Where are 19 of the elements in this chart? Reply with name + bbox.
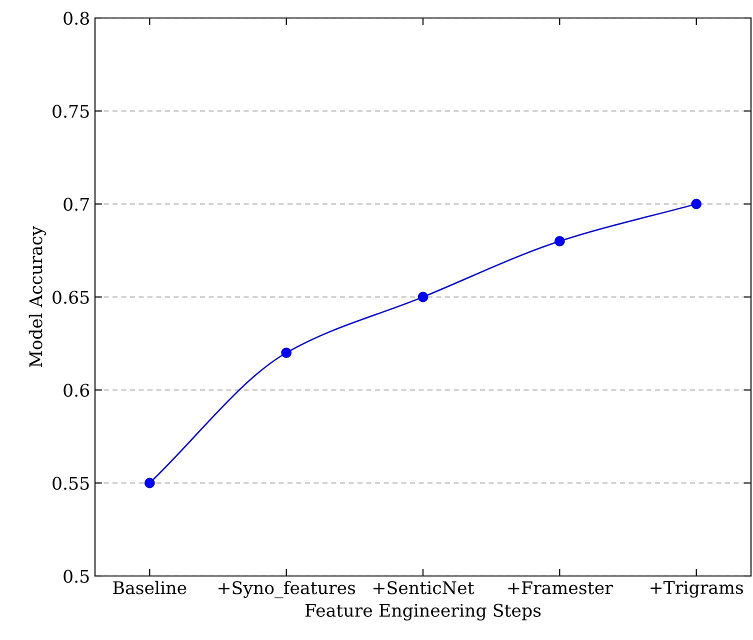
x-axis-title: Feature Engineering Steps [305,604,541,621]
y-tick-label: 0.8 [64,12,89,25]
point [281,348,292,358]
point [554,236,565,246]
y-axis-title: Model Accuracy [28,226,46,368]
point [144,478,155,488]
y-tick-label: 0.5 [64,570,89,583]
x-tick-label: Baseline [113,580,186,594]
y-tick-label: 0.55 [52,476,89,490]
x-tick-label: +SenticNet [374,581,474,594]
y-tick-label: 0.75 [52,104,89,118]
x-tick-label: +Syno_features [218,580,356,598]
y-tick-label: 0.6 [64,384,90,397]
y-tick-label: 0.65 [52,290,89,304]
y-tick-label: 0.7 [64,198,89,211]
point [418,292,428,302]
point [691,198,702,210]
x-tick-label: +Trigrams [650,581,743,598]
x-tick-label: +Framester [508,581,613,594]
